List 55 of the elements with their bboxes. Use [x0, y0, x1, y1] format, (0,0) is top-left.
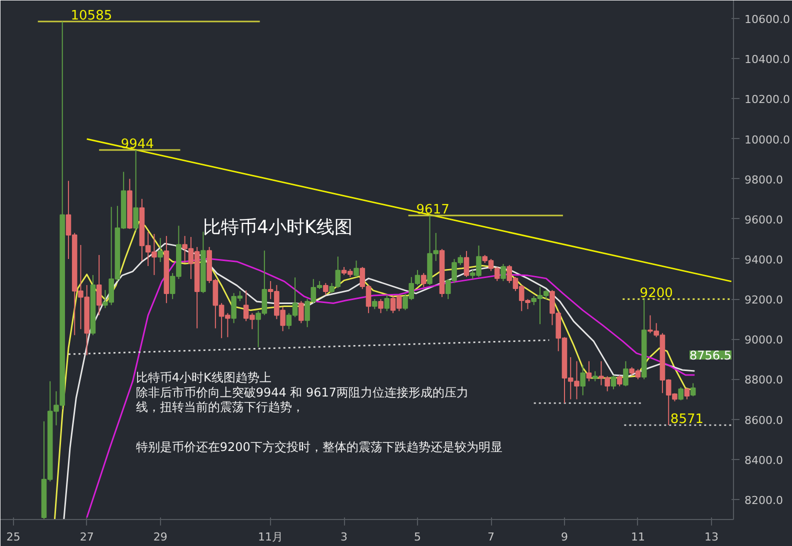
x-tick-label: 11月 [258, 530, 284, 544]
y-tick-label: 9800.0 [744, 173, 783, 186]
candlestick [421, 272, 426, 288]
y-tick-label: 9400.0 [744, 254, 783, 266]
x-tick-label: 5 [414, 530, 422, 544]
candlestick [378, 298, 384, 314]
candlestick [384, 294, 390, 312]
annotation: 9617 [416, 202, 450, 218]
x-tick-label: 11 [630, 530, 645, 544]
annotation: 8756.5 [690, 348, 732, 362]
candlestick [610, 374, 616, 390]
candlestick [616, 374, 622, 387]
annotation: 8571 [670, 412, 704, 428]
y-tick-label: 8800.0 [744, 374, 783, 387]
candlestick [580, 364, 586, 396]
x-tick-label: 27 [80, 530, 94, 544]
y-tick-label: 9600.0 [744, 213, 783, 226]
candlestick [690, 382, 696, 397]
y-tick-label: 8400.0 [744, 454, 783, 467]
annotation: 10585 [70, 8, 112, 24]
candlestick [323, 282, 328, 296]
x-tick-label: 3 [340, 530, 348, 544]
y-tick-label: 10000.0 [744, 133, 790, 146]
x-tick-label: 7 [488, 530, 495, 544]
x-tick-label: 29 [153, 530, 168, 544]
candlestick [96, 254, 102, 316]
y-tick-label: 10600.0 [744, 13, 790, 26]
candlestick [464, 250, 470, 278]
annotation: 9944 [120, 136, 154, 152]
candlestick [592, 370, 598, 382]
candlestick [354, 260, 359, 278]
y-tick-label: 8200.0 [744, 494, 783, 507]
y-tick-label: 9000.0 [744, 334, 783, 347]
x-tick-label: 13 [704, 530, 718, 544]
y-tick-label: 10400.0 [744, 53, 790, 66]
annotation: 比特币4小时K线图趋势上 [136, 370, 272, 384]
candlestick [372, 298, 378, 310]
x-tick-label: 9 [560, 530, 568, 544]
candlestick [133, 149, 138, 232]
text: 比特币4小时K线图 [203, 217, 352, 238]
annotation: 除非后市币价向上突破9944 和 9617两阻力位连接形成的压力 [136, 385, 469, 400]
candlestick [298, 300, 304, 324]
annotation: 9200 [640, 286, 673, 302]
annotation: 特别是币价还在9200下方交投时，整体的震荡下跌趋势还是较为明显 [136, 440, 502, 454]
y-tick-label: 8600.0 [744, 414, 783, 427]
candlestick [678, 386, 684, 401]
candlestick [158, 237, 163, 263]
candlestick [684, 388, 690, 400]
y-tick-label: 10200.0 [744, 93, 790, 106]
annotation: 线，扭转当前的震荡下行趋势， [136, 400, 304, 414]
candlestick [623, 360, 628, 387]
candlestick [500, 264, 506, 282]
candlestick [586, 360, 592, 382]
y-tick-label: 9200.0 [744, 294, 783, 307]
x-tick-label: 25 [6, 530, 20, 544]
